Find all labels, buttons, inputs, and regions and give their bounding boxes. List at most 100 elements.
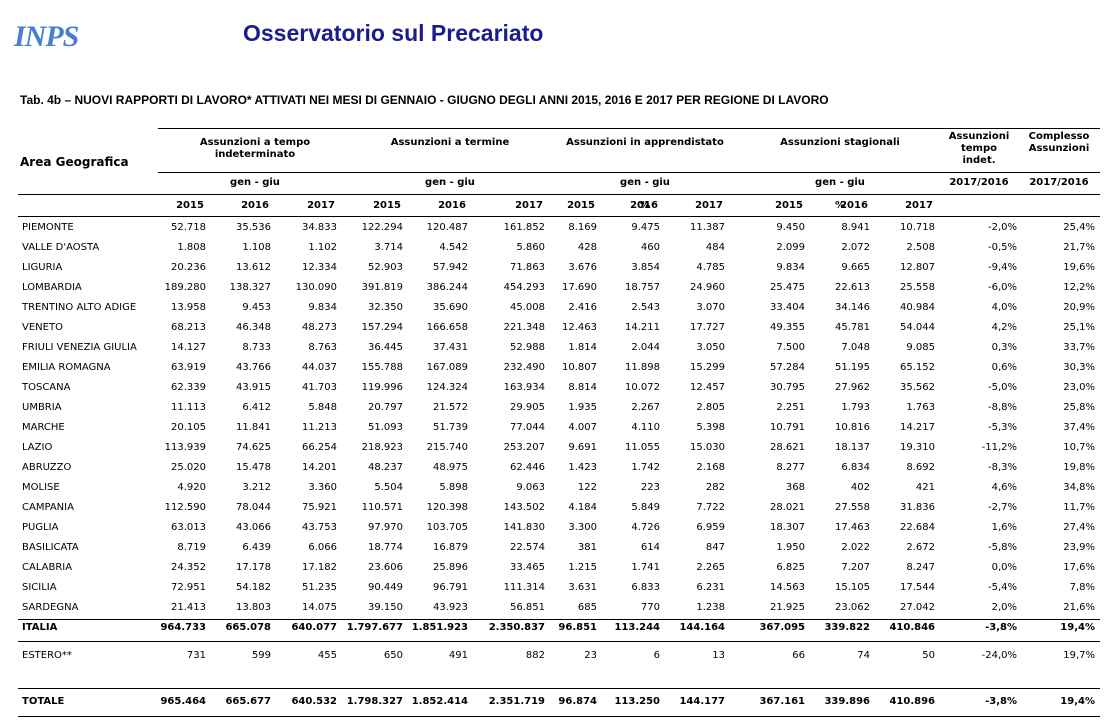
cell-value: 381 — [577, 542, 597, 553]
cell-value: 56.851 — [510, 602, 545, 613]
cell-value: -2,0% — [987, 222, 1017, 233]
cell-value: 23.606 — [368, 562, 403, 573]
cell-value: 1.763 — [906, 402, 935, 413]
column-header: 2015 — [775, 200, 803, 211]
cell-value: -3,8% — [985, 696, 1017, 707]
cell-value: 122.294 — [361, 222, 403, 233]
cell-value: 19,7% — [1063, 650, 1095, 661]
cell-value: 484 — [705, 242, 725, 253]
cell-value: 14.127 — [171, 342, 206, 353]
cell-value: 144.164 — [679, 622, 725, 633]
cell-value: 8.763 — [308, 342, 337, 353]
cell-value: 110.571 — [361, 502, 403, 513]
cell-value: 1.950 — [776, 542, 805, 553]
group-header: Complesso Assunzioni — [1028, 131, 1090, 154]
cell-value: 6.834 — [841, 462, 870, 473]
cell-value: 1.852.414 — [411, 696, 468, 707]
cell-value: 45.008 — [510, 302, 545, 313]
cell-value: 2.251 — [776, 402, 805, 413]
cell-value: 43.753 — [302, 522, 337, 533]
cell-value: 37.431 — [433, 342, 468, 353]
cell-value: 8.733 — [242, 342, 271, 353]
cell-value: 4,2% — [991, 322, 1017, 333]
cell-value: 43.766 — [236, 362, 271, 373]
period-header: gen - giu — [425, 177, 475, 188]
cell-value: 6.833 — [631, 582, 660, 593]
cell-value: 25.020 — [171, 462, 206, 473]
cell-value: 1.423 — [568, 462, 597, 473]
cell-value: 12.807 — [900, 262, 935, 273]
cell-value: 43.066 — [236, 522, 271, 533]
cell-value: 5.849 — [631, 502, 660, 513]
row-label: ITALIA — [22, 622, 58, 633]
cell-value: 2.265 — [696, 562, 725, 573]
cell-value: 2.044 — [631, 342, 660, 353]
cell-value: 31.836 — [900, 502, 935, 513]
cell-value: 167.089 — [426, 362, 468, 373]
cell-value: 10.816 — [835, 422, 870, 433]
cell-value: 685 — [577, 602, 597, 613]
cell-value: -3,8% — [985, 622, 1017, 633]
cell-value: 18.307 — [770, 522, 805, 533]
cell-value: 3.070 — [696, 302, 725, 313]
cell-value: 17.182 — [302, 562, 337, 573]
cell-value: 113.250 — [614, 696, 660, 707]
cell-value: 119.996 — [361, 382, 403, 393]
cell-value: -2,7% — [987, 502, 1017, 513]
cell-value: 51.235 — [302, 582, 337, 593]
cell-value: 10,7% — [1063, 442, 1095, 453]
cell-value: 25,1% — [1063, 322, 1095, 333]
cell-value: 19,4% — [1060, 622, 1095, 633]
cell-value: 964.733 — [160, 622, 206, 633]
cell-value: 11.898 — [625, 362, 660, 373]
cell-value: 21.413 — [171, 602, 206, 613]
cell-value: -24,0% — [981, 650, 1017, 661]
cell-value: 23,0% — [1063, 382, 1095, 393]
column-header: 2016 — [840, 200, 868, 211]
cell-value: 51.195 — [835, 362, 870, 373]
cell-value: 10.791 — [770, 422, 805, 433]
group-header: Assunzioni a termine — [390, 137, 510, 148]
cell-value: 78.044 — [236, 502, 271, 513]
cell-value: 57.284 — [770, 362, 805, 373]
column-header: 2015 — [373, 200, 401, 211]
cell-value: 66.254 — [302, 442, 337, 453]
cell-value: 20.105 — [171, 422, 206, 433]
cell-value: -8,8% — [987, 402, 1017, 413]
row-label: BASILICATA — [22, 542, 79, 553]
cell-value: 1.102 — [308, 242, 337, 253]
cell-value: 22.574 — [510, 542, 545, 553]
cell-value: 8.692 — [906, 462, 935, 473]
row-label: LOMBARDIA — [22, 282, 82, 293]
cell-value: 20.236 — [171, 262, 206, 273]
cell-value: 6.959 — [696, 522, 725, 533]
cell-value: 19,6% — [1063, 262, 1095, 273]
cell-value: 23,9% — [1063, 542, 1095, 553]
cell-value: 27.962 — [835, 382, 870, 393]
column-header: 2017 — [515, 200, 543, 211]
cell-value: 11.841 — [236, 422, 271, 433]
cell-value: 367.095 — [759, 622, 805, 633]
cell-value: 66 — [792, 650, 805, 661]
cell-value: 1.798.327 — [346, 696, 403, 707]
cell-value: 57.942 — [433, 262, 468, 273]
cell-value: 1.935 — [568, 402, 597, 413]
rule — [18, 194, 1100, 195]
cell-value: 143.502 — [503, 502, 545, 513]
column-header: 2016 — [241, 200, 269, 211]
cell-value: 144.177 — [679, 696, 725, 707]
row-label: VENETO — [22, 322, 63, 333]
column-header: % — [834, 200, 846, 211]
cell-value: 13.612 — [236, 262, 271, 273]
cell-value: 28.621 — [770, 442, 805, 453]
cell-value: 29.905 — [510, 402, 545, 413]
row-label: MOLISE — [22, 482, 60, 493]
group-header: Assunzioni in apprendistato — [566, 137, 724, 148]
row-label: PUGLIA — [22, 522, 59, 533]
cell-value: 14.563 — [770, 582, 805, 593]
cell-value: 25.558 — [900, 282, 935, 293]
cell-value: 17.463 — [835, 522, 870, 533]
cell-value: 54.182 — [236, 582, 271, 593]
cell-value: 77.044 — [510, 422, 545, 433]
period-header: 2017/2016 — [1029, 177, 1089, 188]
